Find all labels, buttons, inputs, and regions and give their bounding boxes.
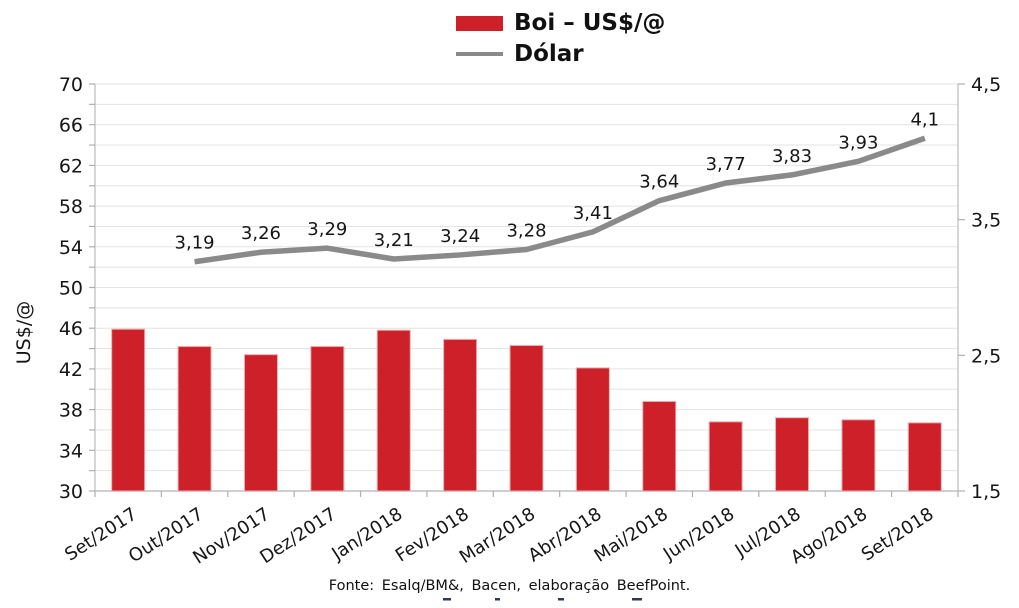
point-label-9: 3,77 — [706, 154, 746, 175]
left-axis-tick-label: 46 — [59, 318, 83, 340]
legend-label-dolar: Dólar — [514, 41, 584, 67]
point-label-10: 3,83 — [772, 146, 812, 167]
bar-10 — [775, 417, 810, 492]
bar-6 — [509, 344, 544, 492]
point-label-12: 4,1 — [910, 109, 939, 130]
x-axis-label-12: Set/2018 — [858, 504, 938, 566]
left-axis-tick-label: 50 — [59, 278, 83, 300]
point-label-5: 3,24 — [440, 226, 480, 247]
x-axis-label-6: Mar/2018 — [456, 504, 539, 568]
source-note: Fonte: Esalq/BM&, Bacen, elaboração Beef… — [328, 578, 691, 594]
cutoff-text-fragment — [443, 598, 451, 601]
left-axis-tick-label: 70 — [59, 74, 83, 96]
point-label-2: 3,26 — [241, 223, 281, 244]
cutoff-text-fragment — [632, 598, 642, 601]
point-label-4: 3,21 — [374, 230, 414, 251]
point-label-7: 3,41 — [573, 203, 613, 224]
cutoff-text-fragment — [495, 598, 500, 601]
legend-label-boi: Boi – US$/@ — [514, 10, 666, 36]
bar-1 — [177, 346, 212, 492]
left-axis-tick-label: 62 — [59, 155, 83, 177]
x-axis-label-3: Dez/2017 — [256, 504, 340, 569]
bar-9 — [708, 421, 743, 492]
x-axis-label-8: Mai/2018 — [591, 504, 672, 567]
x-axis-label-7: Abr/2018 — [525, 504, 606, 567]
left-axis-tick-label: 42 — [59, 359, 83, 381]
left-axis-tick-label: 38 — [59, 400, 83, 422]
legend: Boi – US$/@ Dólar — [456, 10, 665, 67]
bar-7 — [575, 367, 610, 492]
left-axis-tick-label: 30 — [59, 481, 83, 503]
point-label-11: 3,93 — [838, 132, 878, 153]
right-axis-tick-label: 4,5 — [971, 74, 1001, 96]
legend-line-swatch — [456, 52, 503, 56]
right-axis-tick-label: 3,5 — [971, 210, 1001, 232]
bar-4 — [376, 329, 411, 492]
x-axis-label-9: Jun/2018 — [659, 504, 738, 566]
bar-11 — [841, 419, 876, 492]
bar-3 — [310, 346, 345, 492]
left-axis-tick-label: 58 — [59, 196, 83, 218]
right-axis-tick-label: 2,5 — [971, 345, 1001, 367]
legend-item-boi: Boi – US$/@ — [456, 10, 665, 36]
legend-bar-swatch — [456, 15, 503, 31]
point-label-6: 3,28 — [506, 221, 546, 242]
x-axis-label-4: Jan/2018 — [327, 504, 406, 566]
cutoff-text-fragment — [558, 598, 564, 601]
left-axis-tick-label: 34 — [59, 440, 83, 462]
point-label-8: 3,64 — [639, 172, 679, 193]
bar-8 — [642, 400, 677, 492]
right-axis-tick-label: 1,5 — [971, 481, 1001, 503]
bar-5 — [443, 338, 478, 492]
x-axis-label-11: Ago/2018 — [787, 504, 871, 569]
left-axis-tick-label: 54 — [59, 237, 83, 259]
point-label-1: 3,19 — [175, 233, 215, 254]
legend-item-dolar: Dólar — [456, 41, 665, 67]
point-label-3: 3,29 — [307, 219, 347, 240]
bar-0 — [111, 328, 146, 492]
left-axis-tick-label: 66 — [59, 115, 83, 137]
bar-2 — [243, 354, 278, 492]
bar-12 — [907, 422, 942, 492]
dolar-line — [194, 135, 926, 265]
left-axis-title: US$/@ — [13, 301, 35, 364]
